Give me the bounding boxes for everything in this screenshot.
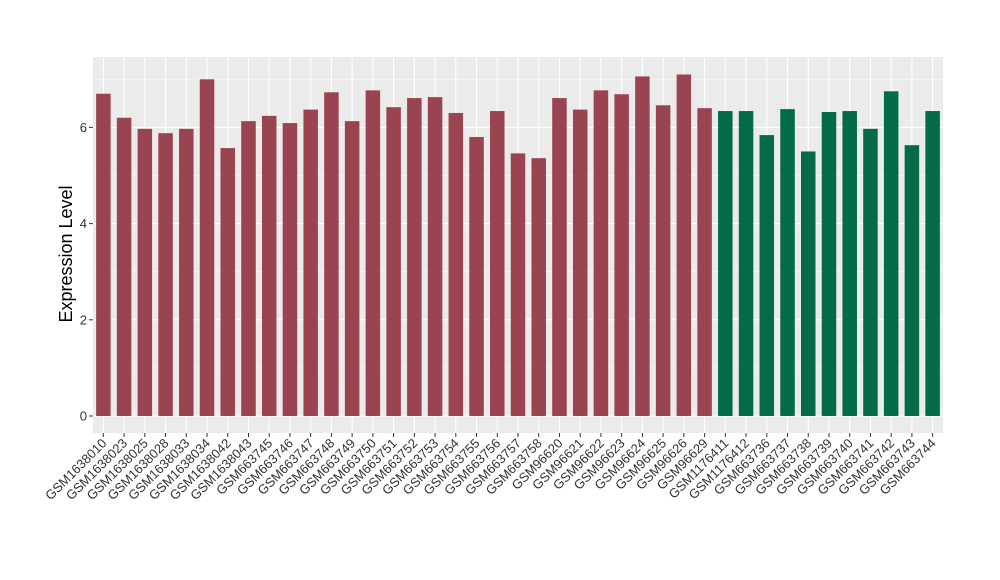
bar-GSM663751	[386, 107, 401, 416]
bar-GSM663752	[407, 98, 422, 417]
y-tick-label: 0	[80, 409, 87, 424]
bar-GSM96620	[552, 98, 567, 417]
bar-GSM96625	[655, 105, 671, 417]
bar-GSM663743	[904, 145, 920, 416]
bar-GSM96623	[614, 94, 629, 416]
bar-GSM96629	[697, 108, 712, 416]
bar-GSM663742	[883, 91, 899, 416]
bar-GSM1638023	[116, 117, 132, 416]
y-tick-label: 2	[80, 312, 87, 327]
y-tick-label: 4	[80, 216, 87, 231]
bar-GSM663757	[510, 153, 526, 416]
bar-GSM663747	[303, 109, 318, 416]
bar-GSM663746	[282, 123, 298, 417]
y-tick-label: 6	[80, 120, 87, 135]
bar-GSM663738	[800, 151, 816, 416]
bar-GSM663740	[842, 111, 857, 417]
bar-GSM663748	[324, 92, 339, 417]
bar-GSM663758	[531, 158, 546, 416]
bar-GSM1638010	[96, 93, 111, 416]
bar-GSM1638028	[158, 133, 173, 416]
bar-GSM663755	[469, 137, 484, 416]
bar-GSM96626	[676, 74, 692, 417]
bar-GSM1638034	[199, 79, 215, 417]
bar-GSM663737	[780, 109, 795, 416]
bar-GSM663739	[821, 112, 837, 417]
bar-GSM663749	[344, 121, 360, 416]
y-axis-title: Expression Level	[56, 185, 76, 322]
bar-GSM1638025	[137, 128, 153, 416]
bar-GSM663741	[863, 128, 878, 416]
bar-GSM1638042	[220, 148, 236, 416]
bar-GSM663750	[365, 90, 381, 416]
bar-GSM663753	[427, 97, 443, 417]
bar-GSM1638033	[179, 128, 194, 416]
bar-GSM663744	[925, 111, 940, 417]
bar-GSM1176412	[738, 111, 754, 417]
bar-GSM1638043	[241, 121, 256, 416]
bar-GSM663754	[448, 112, 464, 416]
bar-GSM663736	[759, 135, 775, 416]
bar-GSM1176411	[718, 111, 733, 417]
bar-GSM96624	[635, 76, 650, 416]
bar-GSM96622	[593, 90, 609, 416]
bar-GSM96621	[572, 109, 588, 416]
bar-GSM663756	[490, 111, 505, 417]
bar-GSM663745	[261, 115, 277, 416]
